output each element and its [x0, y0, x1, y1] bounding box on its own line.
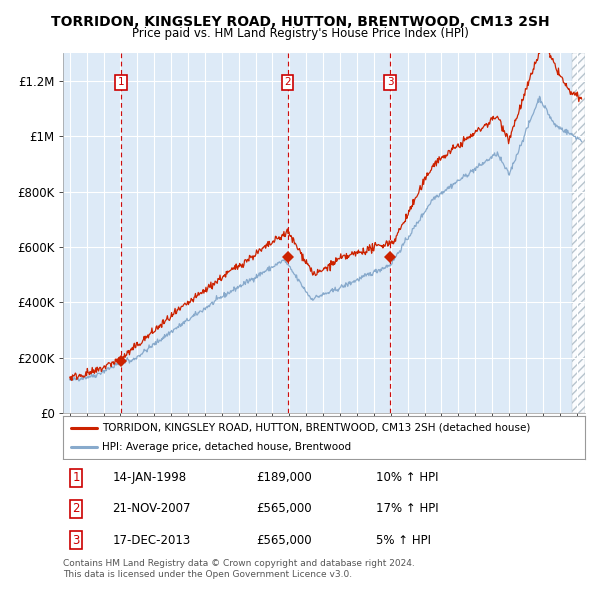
Text: 1: 1 [118, 77, 124, 87]
Text: 5% ↑ HPI: 5% ↑ HPI [376, 533, 431, 546]
Text: 17-DEC-2013: 17-DEC-2013 [113, 533, 191, 546]
Text: 2: 2 [284, 77, 291, 87]
Text: This data is licensed under the Open Government Licence v3.0.: This data is licensed under the Open Gov… [63, 570, 352, 579]
Text: £565,000: £565,000 [256, 502, 312, 516]
Text: HPI: Average price, detached house, Brentwood: HPI: Average price, detached house, Bren… [102, 442, 351, 453]
Text: 3: 3 [73, 533, 80, 546]
Text: TORRIDON, KINGSLEY ROAD, HUTTON, BRENTWOOD, CM13 2SH (detached house): TORRIDON, KINGSLEY ROAD, HUTTON, BRENTWO… [102, 422, 530, 432]
Text: 2: 2 [73, 502, 80, 516]
Text: 3: 3 [387, 77, 394, 87]
Text: 1: 1 [73, 471, 80, 484]
Text: Contains HM Land Registry data © Crown copyright and database right 2024.: Contains HM Land Registry data © Crown c… [63, 559, 415, 568]
Bar [572, 53, 585, 413]
Text: £565,000: £565,000 [256, 533, 312, 546]
Text: £189,000: £189,000 [256, 471, 312, 484]
Text: 21-NOV-2007: 21-NOV-2007 [113, 502, 191, 516]
Text: Price paid vs. HM Land Registry's House Price Index (HPI): Price paid vs. HM Land Registry's House … [131, 27, 469, 40]
Text: 10% ↑ HPI: 10% ↑ HPI [376, 471, 439, 484]
Text: 17% ↑ HPI: 17% ↑ HPI [376, 502, 439, 516]
Text: 14-JAN-1998: 14-JAN-1998 [113, 471, 187, 484]
Text: TORRIDON, KINGSLEY ROAD, HUTTON, BRENTWOOD, CM13 2SH: TORRIDON, KINGSLEY ROAD, HUTTON, BRENTWO… [50, 15, 550, 29]
